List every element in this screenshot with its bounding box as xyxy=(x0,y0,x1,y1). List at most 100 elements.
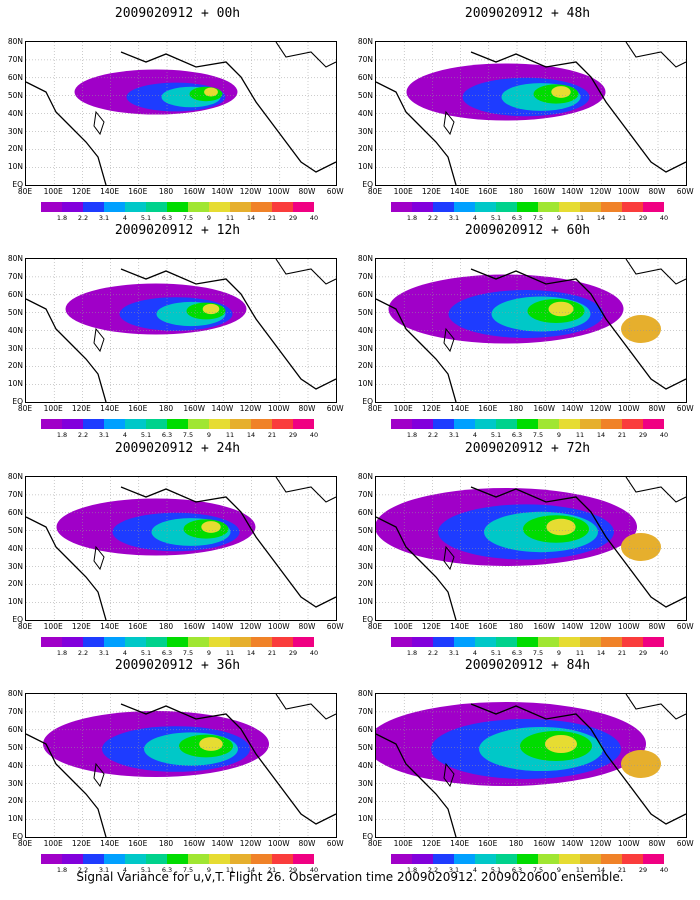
colorbar-swatch xyxy=(622,202,643,212)
colorbar-swatch xyxy=(272,202,293,212)
variance-contour xyxy=(621,315,661,343)
colorbar-label: 1.8 xyxy=(56,866,68,874)
colorbar-label: 1.8 xyxy=(406,649,418,657)
longitude-label: 140W xyxy=(211,839,234,848)
colorbar-label: 14 xyxy=(596,431,606,439)
colorbar-swatch xyxy=(62,637,83,647)
map-area xyxy=(375,476,687,621)
longitude-label: 80E xyxy=(17,839,33,848)
latitude-label: 40N xyxy=(7,543,23,553)
latitude-label: 30N xyxy=(7,778,23,788)
longitude-label: 160W xyxy=(183,187,206,196)
colorbar-label: 4 xyxy=(472,431,478,439)
arctic-coastline xyxy=(275,477,336,503)
colorbar-label: 3.1 xyxy=(448,649,460,657)
colorbar-label: 14 xyxy=(246,431,256,439)
colorbar-label: 4 xyxy=(122,649,128,657)
colorbar-label: 11 xyxy=(225,649,235,657)
longitude-label: 80W xyxy=(298,839,316,848)
colorbar-label: 3.1 xyxy=(448,866,460,874)
colorbar-swatch xyxy=(41,202,62,212)
longitude-label: 100W xyxy=(617,404,640,413)
variance-field xyxy=(376,694,686,837)
japan-coastline xyxy=(93,762,105,788)
japan-coastline xyxy=(93,110,105,136)
america-coastline xyxy=(470,703,686,825)
colorbar-swatch xyxy=(209,637,230,647)
colorbar-swatch xyxy=(146,637,167,647)
colorbar-label: 6.3 xyxy=(511,214,523,222)
colorbar xyxy=(41,637,314,647)
colorbar-swatch xyxy=(293,854,314,864)
latitude-label: 40N xyxy=(357,325,373,335)
map-panel: 2009020912 + 24h 80N 70N 60N 50N 40N 30N 20N 10N… xyxy=(5,440,350,657)
longitude-label: 180 xyxy=(158,187,174,196)
latitude-label: 70N xyxy=(7,706,23,716)
colorbar-swatch xyxy=(104,854,125,864)
colorbar-label: 5.1 xyxy=(490,214,502,222)
latitude-label: 40N xyxy=(357,108,373,118)
colorbar-swatch xyxy=(209,854,230,864)
colorbar-label: 7.5 xyxy=(182,214,194,222)
colorbar-label: 29 xyxy=(638,431,648,439)
colorbar xyxy=(41,854,314,864)
colorbar-label: 7.5 xyxy=(182,649,194,657)
map-area xyxy=(25,476,337,621)
colorbar-label: 4 xyxy=(122,866,128,874)
latitude-label: 10N xyxy=(357,379,373,389)
latitude-label: EQ xyxy=(12,615,23,625)
colorbar-label: 9 xyxy=(206,431,212,439)
colorbar-label: 3.1 xyxy=(448,214,460,222)
longitude-label: 140E xyxy=(450,839,470,848)
latitude-label: EQ xyxy=(12,180,23,190)
arctic-coastline xyxy=(625,42,686,68)
longitude-label: 180 xyxy=(158,622,174,631)
longitude-label: 120W xyxy=(589,404,612,413)
colorbar-swatch xyxy=(83,637,104,647)
variance-field xyxy=(376,477,686,620)
colorbar-label: 11 xyxy=(225,866,235,874)
colorbar-label: 5.1 xyxy=(490,866,502,874)
arctic-coastline xyxy=(625,477,686,503)
colorbar-label: 5.1 xyxy=(140,431,152,439)
longitude-label: 80E xyxy=(17,187,33,196)
longitude-label: 140W xyxy=(561,839,584,848)
colorbar-swatch xyxy=(125,419,146,429)
colorbar-swatch xyxy=(293,202,314,212)
colorbar-swatch xyxy=(622,854,643,864)
colorbar-label: 7.5 xyxy=(182,866,194,874)
latitude-label: 70N xyxy=(7,489,23,499)
latitude-label: 40N xyxy=(357,543,373,553)
longitude-label: 100E xyxy=(43,404,63,413)
longitude-label: 120W xyxy=(589,839,612,848)
asia-coastline xyxy=(376,516,457,620)
colorbar-swatch xyxy=(496,854,517,864)
latitude-label: 20N xyxy=(7,361,23,371)
latitude-label: 20N xyxy=(357,796,373,806)
colorbar-swatch xyxy=(412,419,433,429)
colorbar-swatch xyxy=(125,854,146,864)
colorbar-swatch xyxy=(643,202,664,212)
colorbar-swatch xyxy=(146,202,167,212)
longitude-label: 100E xyxy=(393,404,413,413)
colorbar-swatch xyxy=(559,637,580,647)
colorbar-label: 21 xyxy=(267,866,277,874)
colorbar-swatch xyxy=(104,202,125,212)
longitude-label: 100W xyxy=(617,622,640,631)
longitude-label: 120W xyxy=(589,187,612,196)
longitude-label: 140E xyxy=(450,622,470,631)
colorbar-label: 2.2 xyxy=(427,649,439,657)
longitude-label: 160W xyxy=(183,622,206,631)
colorbar-swatch xyxy=(272,419,293,429)
variance-contour xyxy=(546,518,576,536)
colorbar-swatch xyxy=(643,637,664,647)
longitude-label: 140W xyxy=(561,622,584,631)
colorbar-swatch xyxy=(412,202,433,212)
colorbar-swatch xyxy=(580,637,601,647)
colorbar-label: 29 xyxy=(288,866,298,874)
variance-contour xyxy=(199,737,223,751)
longitude-label: 60W xyxy=(676,622,694,631)
colorbar-swatch xyxy=(188,854,209,864)
asia-coastline xyxy=(26,298,107,402)
colorbar-swatch xyxy=(41,419,62,429)
